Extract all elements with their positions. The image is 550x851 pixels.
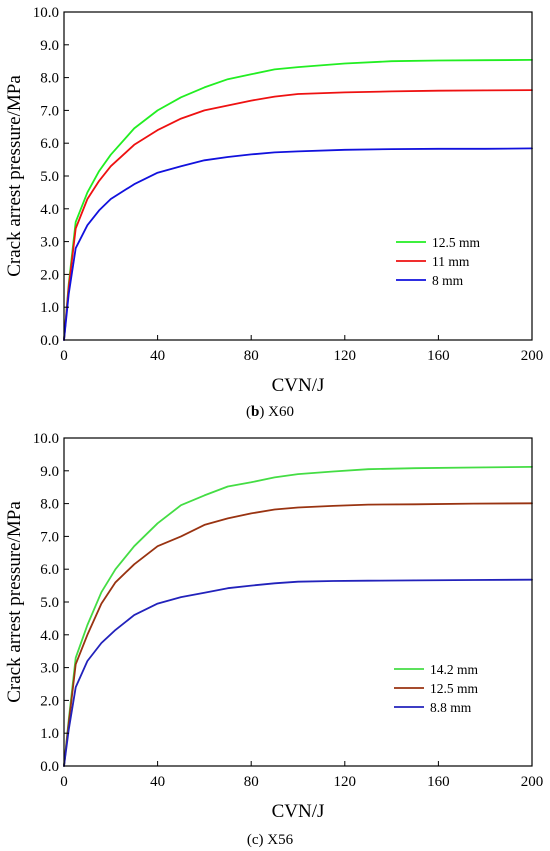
y-tick-label: 10.0 — [33, 5, 59, 21]
y-tick-label: 10.0 — [33, 431, 59, 447]
chart-b-series-line-1 — [63, 89, 533, 341]
x-tick-label: 80 — [244, 348, 259, 364]
chart-c-series-lines — [63, 465, 533, 767]
chart-b-y-axis-title: Crack arrest pressure/MPa — [4, 75, 25, 277]
y-tick-label: 6.0 — [40, 136, 59, 152]
x-tick-label: 200 — [521, 348, 544, 364]
y-tick-label: 7.0 — [40, 529, 59, 545]
y-tick-label: 9.0 — [40, 38, 59, 54]
chart-c-series-line-2 — [63, 578, 533, 767]
y-tick-label: 5.0 — [40, 595, 59, 611]
chart-c-x-tick-labels: 0 40 80 120 160 200 — [60, 774, 543, 790]
chart-c-y-axis-title: Crack arrest pressure/MPa — [4, 501, 25, 703]
x-tick-label: 40 — [150, 348, 165, 364]
chart-c: 0 40 80 120 160 200 0.0 1.0 2.0 3.0 4.0 5.0 6.0 7.0 8… — [4, 431, 543, 848]
chart-c-ticks — [63, 437, 533, 767]
chart-b-x-tick-labels: 0 40 80 120 160 200 — [60, 348, 543, 364]
x-tick-label: 0 — [60, 348, 68, 364]
x-tick-label: 0 — [60, 774, 68, 790]
chart-b-caption: (b) X60 — [246, 404, 294, 420]
x-tick-label: 120 — [334, 774, 357, 790]
chart-b-ticks — [63, 11, 533, 341]
y-tick-label: 8.0 — [40, 71, 59, 87]
y-tick-label: 9.0 — [40, 464, 59, 480]
y-tick-label: 1.0 — [40, 726, 59, 742]
chart-b-series-line-0 — [63, 59, 533, 341]
y-tick-label: 6.0 — [40, 562, 59, 578]
y-tick-label: 0.0 — [40, 759, 59, 775]
legend-label-12-5mm-c: 12.5 mm — [430, 681, 479, 696]
x-tick-label: 160 — [427, 774, 450, 790]
chart-c-x-axis-title: CVN/J — [272, 801, 325, 822]
chart-c-legend: 14.2 mm 12.5 mm 8.8 mm — [394, 662, 479, 715]
y-tick-label: 7.0 — [40, 103, 59, 119]
x-tick-label: 120 — [334, 348, 357, 364]
chart-c-series-line-1 — [63, 502, 533, 767]
y-tick-label: 3.0 — [40, 661, 59, 677]
legend-label-8-8mm: 8.8 mm — [430, 700, 472, 715]
y-tick-label: 2.0 — [40, 267, 59, 283]
x-tick-label: 200 — [521, 774, 544, 790]
legend-label-8mm: 8 mm — [432, 273, 464, 288]
y-tick-label: 4.0 — [40, 628, 59, 644]
y-tick-label: 2.0 — [40, 693, 59, 709]
chart-c-y-tick-labels: 0.0 1.0 2.0 3.0 4.0 5.0 6.0 7.0 8.0 9.0 10.0 — [33, 431, 59, 775]
chart-b-y-tick-labels: 0.0 1.0 2.0 3.0 4.0 5.0 6.0 7.0 8.0 9.0 10.0 — [33, 5, 59, 349]
x-tick-label: 80 — [244, 774, 259, 790]
y-tick-label: 3.0 — [40, 235, 59, 251]
chart-c-caption: (c) X56 — [247, 832, 294, 848]
legend-label-14-2mm: 14.2 mm — [430, 662, 479, 677]
y-tick-label: 1.0 — [40, 300, 59, 316]
chart-b-legend: 12.5 mm 11 mm 8 mm — [396, 235, 481, 288]
chart-b-series-lines — [63, 59, 533, 341]
legend-label-11mm: 11 mm — [432, 254, 470, 269]
y-tick-label: 4.0 — [40, 202, 59, 218]
chart-b-series-line-2 — [63, 147, 533, 341]
y-tick-label: 8.0 — [40, 497, 59, 513]
chart-c-plot-frame — [63, 437, 533, 767]
chart-b: 0 40 80 120 160 200 0.0 1.0 2.0 3.0 4.0 5.0 6.0 7.0 8… — [4, 5, 543, 420]
x-tick-label: 160 — [427, 348, 450, 364]
x-tick-label: 40 — [150, 774, 165, 790]
legend-label-12-5mm: 12.5 mm — [432, 235, 481, 250]
y-tick-label: 0.0 — [40, 333, 59, 349]
chart-b-x-axis-title: CVN/J — [272, 375, 325, 396]
y-tick-label: 5.0 — [40, 169, 59, 185]
chart-c-series-line-0 — [63, 465, 533, 767]
